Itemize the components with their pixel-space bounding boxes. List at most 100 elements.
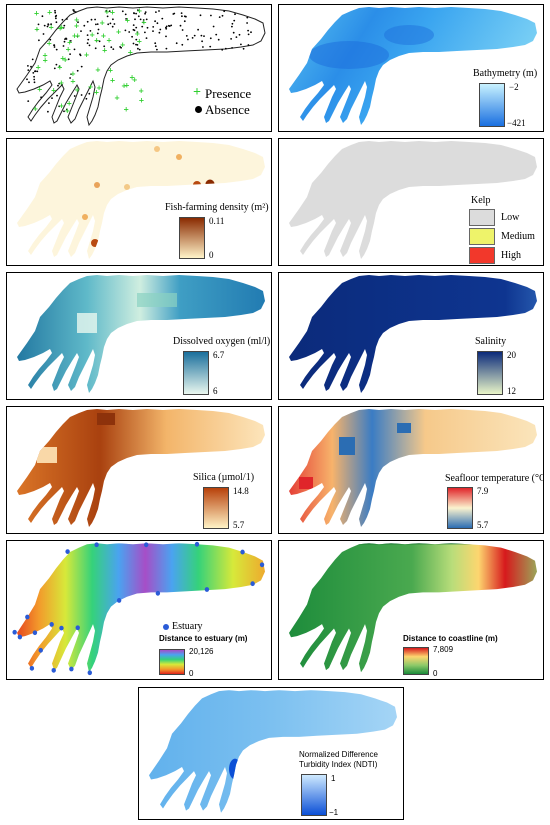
absence-point [135,12,138,15]
kelp-medium-label: Medium [501,231,535,242]
presence-point: + [124,82,130,90]
distance-coastline-colorbar [403,647,429,675]
fish-farming-max-label: 0.11 [209,216,225,226]
absence-point [105,10,108,12]
panel-distance-coastline: Distance to coastline (m) 7,809 0 [278,540,544,680]
salinity-colorbar [477,351,503,395]
absence-point [136,31,139,33]
presence-point: + [70,77,76,85]
absence-point [94,47,97,50]
map-fish-farming [17,141,265,259]
absence-point [58,105,61,108]
absence-point [108,10,111,12]
absence-point [170,24,173,27]
absence-point [217,38,220,41]
absence-point [234,13,236,16]
legend-estuary-label: Estuary [172,621,203,632]
absence-point [240,43,242,46]
presence-point: + [141,19,147,27]
absence-point [112,48,115,50]
absence-point [76,69,79,72]
dissolved-oxygen-colorbar [183,351,209,395]
presence-point: + [47,8,53,16]
absence-point [86,20,89,23]
absence-point [167,24,170,27]
absence-point [112,18,114,21]
absence-point [95,23,97,26]
presence-point: + [57,25,63,33]
presence-point: + [138,87,144,95]
distance-estuary-colorbar [159,649,185,675]
estuary-point [12,629,17,635]
map-silica [17,409,265,527]
absence-point [98,40,101,43]
absence-point [85,97,88,100]
panel-seafloor-temperature: Seafloor temperature (°C) 7.9 5.7 [278,406,544,534]
distance-estuary-max-label: 20,126 [189,647,214,656]
absence-point [47,110,49,113]
absence-point [31,58,34,61]
absence-point [32,72,35,74]
absence-point [69,53,71,55]
absence-point [203,35,205,37]
absence-point [63,24,66,27]
absence-point [136,44,139,46]
absence-point [66,18,68,20]
presence-points: +++++++++++++++++++++++++++++++++++ +++++… [32,7,147,115]
absence-point [144,31,146,34]
absence-point [242,47,245,50]
absence-point [106,15,109,18]
presence-point: + [121,82,127,90]
map-distance-estuary [12,541,265,676]
presence-point: + [57,64,63,72]
absence-point [133,12,135,15]
kelp-title: Kelp [471,195,491,206]
absence-point [247,44,250,46]
absence-point [62,45,65,47]
absence-point [124,13,127,16]
absence-point [200,34,203,37]
absence-point [27,69,30,71]
absence-point [63,40,66,43]
absence-point [86,34,89,36]
absence-point [238,33,241,36]
dissolved-oxygen-max-label: 6.7 [213,350,225,360]
absence-point [199,14,202,17]
presence-point: + [96,84,102,92]
presence-point: + [67,39,73,47]
absence-point [58,65,61,68]
absence-point [88,44,91,47]
absence-point [96,23,99,25]
presence-point: + [94,89,100,97]
absence-point [110,46,113,49]
absence-point [235,36,238,38]
estuary-point [65,549,70,555]
presence-point: + [110,9,116,17]
absence-point [55,48,58,51]
absence-point [154,45,157,48]
absence-point [69,40,72,42]
legend-absence-label: Absence [205,102,250,117]
estuary-point [29,665,35,671]
absence-point [132,24,135,26]
presence-marker-icon: + [193,85,201,100]
absence-point [144,11,147,13]
estuary-point [116,598,122,603]
silica-min-label: 5.7 [233,520,245,530]
absence-point [165,47,168,50]
absence-points [26,9,252,113]
kelp-high-label: High [501,250,521,261]
presence-point: + [104,8,110,16]
absence-point [121,10,124,13]
absence-point [246,22,249,24]
absence-point [165,27,168,30]
absence-point [53,67,56,70]
presence-point: + [51,87,57,95]
absence-point [146,26,149,29]
estuary-point [25,614,30,620]
absence-point [158,31,161,34]
absence-point [155,11,157,13]
absence-point [215,33,218,36]
presence-point: + [32,105,38,113]
absence-point [221,48,224,51]
